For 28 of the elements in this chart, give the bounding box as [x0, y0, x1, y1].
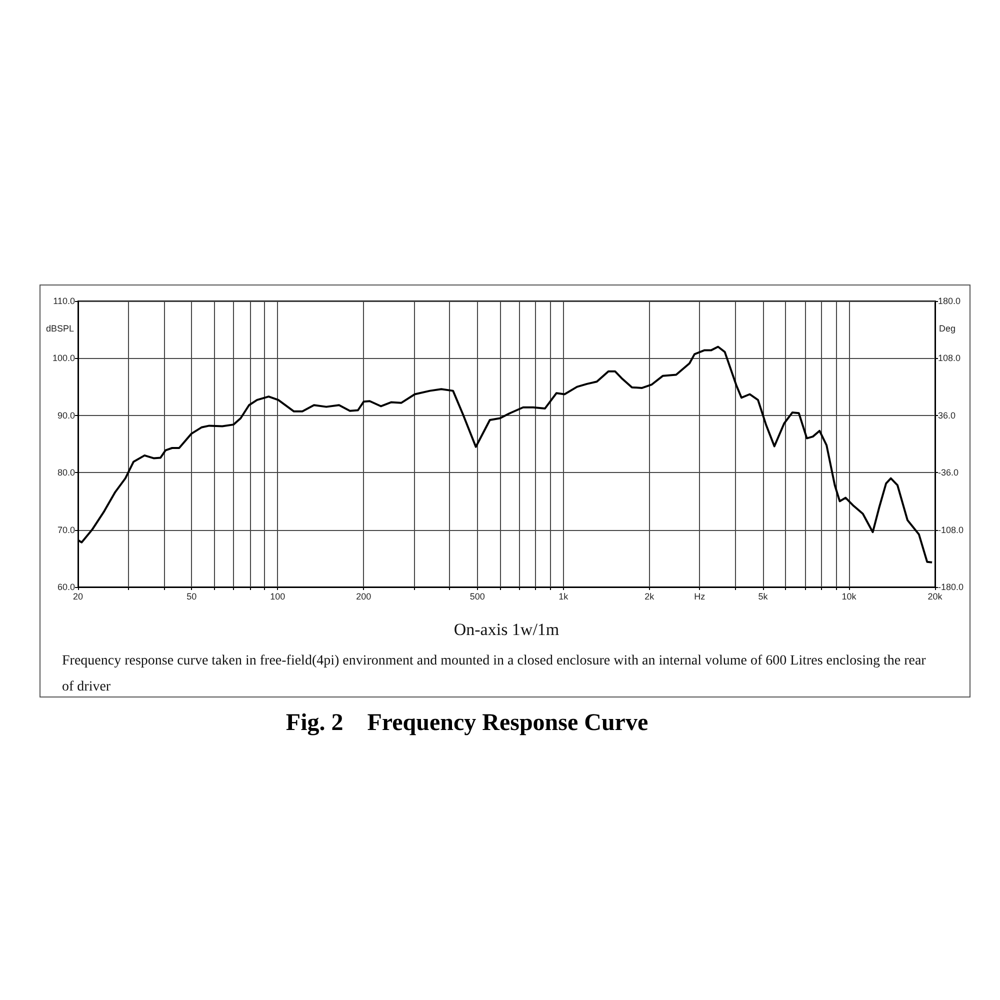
x-tick-label: Hz: [694, 592, 706, 602]
x-tick-label: 500: [470, 592, 485, 602]
y2-axis-title: Deg: [939, 324, 956, 334]
x-tick-label: 50: [186, 592, 197, 602]
y2-tick-label: 108.0: [938, 353, 961, 364]
x-tick-label: 100: [270, 592, 286, 602]
y2-tick-label: -180.0: [938, 582, 964, 592]
y-tick-label: 60.0: [57, 582, 75, 592]
y2-tick-label: -36.0: [938, 468, 959, 478]
y-tick-label: 100.0: [52, 353, 75, 364]
y2-tick-label: 36.0: [938, 410, 956, 420]
y2-tick-label: 180.0: [938, 296, 961, 306]
x-tick-label: 200: [356, 592, 372, 602]
text: Frequency response curve taken in free-field(4pi) environment and mounted in a closed enclosure with an internal volume of 600 Litres enclosing the rear of driver: [62, 654, 930, 694]
y2-tick-label: -108.0: [938, 524, 964, 535]
y-tick-label: 80.0: [57, 468, 75, 478]
text: Fig. 2 Frequency Response Curve: [286, 710, 648, 736]
x-tick-label: 5k: [758, 592, 768, 602]
y-tick-label: 70.0: [57, 524, 75, 535]
y-tick-label: 90.0: [57, 410, 75, 420]
y-axis-title: dBSPL: [46, 324, 74, 334]
x-axis-title: On-axis 1w/1m: [454, 620, 560, 639]
x-tick-label: 2k: [644, 592, 655, 602]
y-tick-label: 110.0: [53, 296, 75, 306]
x-tick-label: 1k: [558, 592, 569, 602]
x-tick-label: 20: [72, 592, 84, 602]
x-tick-label: 10k: [842, 592, 857, 602]
x-tick-label: 20k: [928, 592, 943, 602]
